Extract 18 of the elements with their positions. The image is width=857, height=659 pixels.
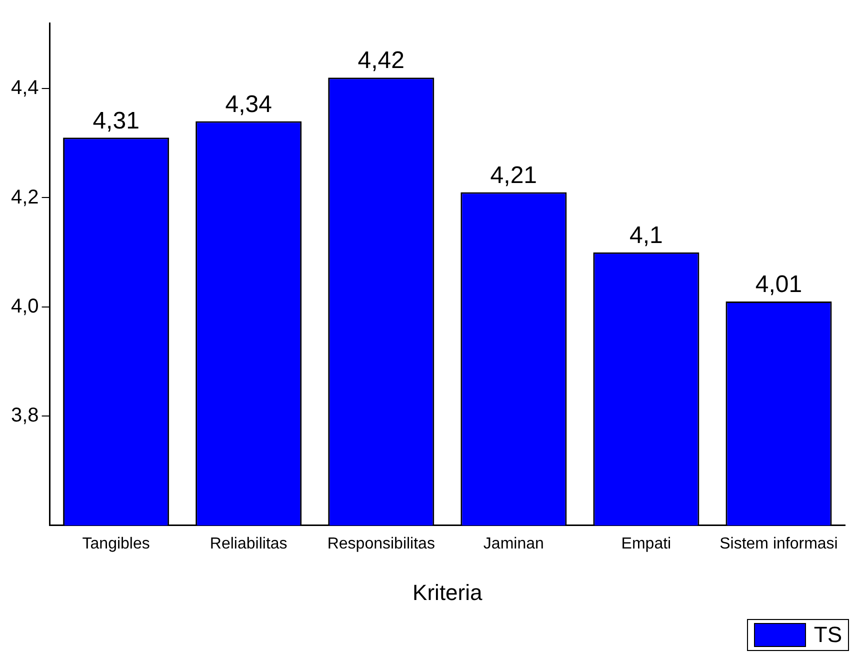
data-label: 4,1 — [630, 222, 663, 249]
x-axis-title: Kriteria — [412, 580, 484, 605]
x-tick-label: Empati — [621, 535, 672, 552]
data-label: 4,01 — [755, 271, 802, 298]
data-label: 4,42 — [358, 47, 404, 74]
x-tick-label: Sistem informasi — [720, 535, 838, 552]
data-label: 4,34 — [225, 90, 272, 118]
y-tick-label: 4,2 — [10, 186, 39, 208]
y-tick-label: 4,4 — [10, 77, 39, 100]
data-label: 4,31 — [92, 107, 140, 134]
data-label: 4,21 — [490, 162, 538, 189]
y-tick-label: 4,0 — [10, 295, 39, 318]
x-tick-label: Jaminan — [483, 535, 544, 552]
x-tick-label: Responsibilitas — [327, 535, 435, 552]
y-tick-label: 3,8 — [10, 404, 39, 427]
series-label: TS — [814, 622, 842, 648]
x-tick-label: Tangibles — [82, 535, 150, 552]
x-tick-label: Reliabilitas — [210, 535, 288, 552]
